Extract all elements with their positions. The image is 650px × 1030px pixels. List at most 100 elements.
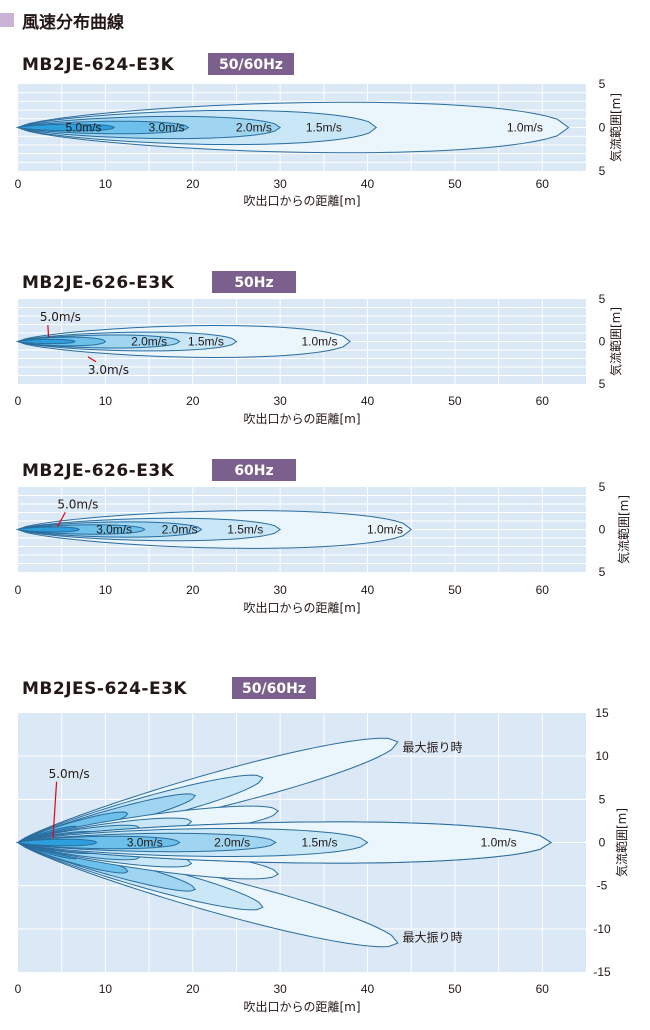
- velocity-contour-zone: [16, 840, 141, 861]
- velocity-contour-zone: [16, 737, 399, 844]
- y-tick-label: 15: [595, 706, 609, 720]
- x-axis-label: 吹出口からの距離[m]: [243, 194, 360, 208]
- velocity-contour-2.0ms: [16, 115, 282, 140]
- x-tick-label: 0: [15, 982, 22, 996]
- annotation-label: 5.0m/s: [49, 767, 90, 781]
- velocity-contour-zone: [16, 841, 97, 855]
- x-tick-label: 50: [448, 583, 462, 597]
- velocity-contour-1.5ms: [16, 517, 282, 542]
- velocity-contour-zone: [16, 805, 280, 845]
- x-tick-label: 40: [361, 394, 375, 408]
- x-tick-label: 20: [186, 982, 200, 996]
- x-tick-label: 60: [536, 177, 550, 191]
- frequency-label: 50/60Hz: [219, 57, 283, 73]
- x-axis-label: 吹出口からの距離[m]: [243, 412, 360, 426]
- y-axis-label: 気流範囲[m]: [608, 93, 623, 162]
- y-tick-label: 0: [599, 335, 606, 349]
- velocity-contour-zone: [16, 824, 141, 845]
- x-tick-label: 60: [536, 394, 550, 408]
- velocity-contour-zone: [16, 840, 280, 880]
- zone-label: 2.0m/s: [236, 121, 272, 135]
- y-tick-label: 5: [599, 292, 606, 306]
- velocity-contour-1.5ms: [16, 109, 378, 146]
- velocity-contour-zone: [16, 793, 197, 844]
- velocity-contour-zone: [16, 841, 129, 874]
- max-swing-label: 最大振り時: [402, 930, 462, 944]
- velocity-contour-zone: [16, 830, 97, 844]
- velocity-contour-3.0ms: [16, 835, 181, 850]
- annotation-label: 3.0m/s: [88, 363, 129, 377]
- x-tick-label: 0: [15, 583, 22, 597]
- y-tick-label: 10: [595, 749, 609, 763]
- chart-model-name: MB2JE-626-E3K: [22, 273, 175, 293]
- frequency-badge: [208, 53, 294, 75]
- x-tick-label: 60: [536, 583, 550, 597]
- velocity-contour-1.5ms: [16, 828, 369, 857]
- zone-label: 1.0m/s: [301, 335, 337, 349]
- y-axis-label: 気流範囲[m]: [608, 307, 623, 376]
- x-tick-label: 10: [99, 583, 113, 597]
- x-tick-label: 20: [186, 177, 200, 191]
- zone-label: 2.0m/s: [214, 836, 250, 850]
- velocity-contour-zone: [16, 811, 129, 844]
- velocity-contour-2.0ms: [16, 521, 203, 538]
- max-swing-label: 最大振り時: [402, 741, 462, 755]
- annotation-pointer: [47, 325, 50, 338]
- velocity-contour-zone: [16, 840, 193, 868]
- y-tick-label: -5: [597, 879, 608, 893]
- frequency-label: 50/60Hz: [242, 681, 306, 697]
- page-title-label: 風速分布曲線: [22, 12, 124, 33]
- plot-area: [18, 487, 586, 572]
- title-bullet-square: [0, 13, 14, 27]
- annotation-label: 5.0m/s: [40, 310, 81, 324]
- velocity-contour-2.0ms: [16, 334, 181, 349]
- x-tick-label: 20: [186, 583, 200, 597]
- y-tick-label: -10: [593, 922, 611, 936]
- x-tick-label: 20: [186, 394, 200, 408]
- chart-model-name: MB2JES-624-E3K: [22, 679, 187, 699]
- x-tick-label: 30: [273, 177, 287, 191]
- velocity-contour-1.0ms: [16, 821, 552, 864]
- y-tick-label: 5: [599, 480, 606, 494]
- x-tick-label: 30: [273, 394, 287, 408]
- plot-area: [18, 299, 586, 384]
- velocity-contour-zone: [16, 841, 399, 948]
- velocity-contour-5.0ms: [16, 338, 76, 345]
- x-tick-label: 0: [15, 177, 22, 191]
- velocity-contour-zone: [16, 825, 78, 844]
- x-tick-label: 50: [448, 982, 462, 996]
- annotation-pointer: [52, 781, 58, 839]
- x-tick-label: 30: [273, 583, 287, 597]
- zone-label: 1.5m/s: [227, 523, 263, 537]
- annotation-label: 5.0m/s: [57, 497, 98, 511]
- y-tick-label: 0: [599, 523, 606, 537]
- x-tick-label: 40: [361, 583, 375, 597]
- frequency-badge: [232, 677, 316, 699]
- zone-label: 1.0m/s: [481, 836, 517, 850]
- velocity-contour-2.0ms: [16, 832, 277, 853]
- velocity-contour-1.0ms: [16, 325, 351, 358]
- zone-label: 1.0m/s: [507, 121, 543, 135]
- x-axis-label: 吹出口からの距離[m]: [243, 601, 360, 615]
- x-tick-label: 0: [15, 394, 22, 408]
- y-tick-label: 5: [599, 377, 606, 391]
- velocity-contour-zone: [16, 841, 197, 892]
- x-tick-label: 10: [99, 177, 113, 191]
- y-tick-label: 5: [599, 77, 606, 91]
- frequency-badge: [212, 459, 296, 481]
- velocity-contour-5.0ms: [16, 838, 98, 847]
- annotation-pointer: [87, 356, 97, 363]
- x-tick-label: 50: [448, 177, 462, 191]
- frequency-label: 60Hz: [234, 463, 273, 479]
- zone-label: 3.0m/s: [127, 836, 163, 850]
- velocity-contour-1.5ms: [16, 828, 369, 857]
- velocity-contour-zone: [16, 841, 78, 860]
- velocity-contour-5.0ms: [16, 526, 81, 533]
- velocity-contour-5.0ms: [16, 838, 98, 847]
- plot-area: [18, 84, 586, 171]
- velocity-contour-2.0ms: [16, 832, 277, 853]
- y-tick-label: -15: [593, 965, 611, 979]
